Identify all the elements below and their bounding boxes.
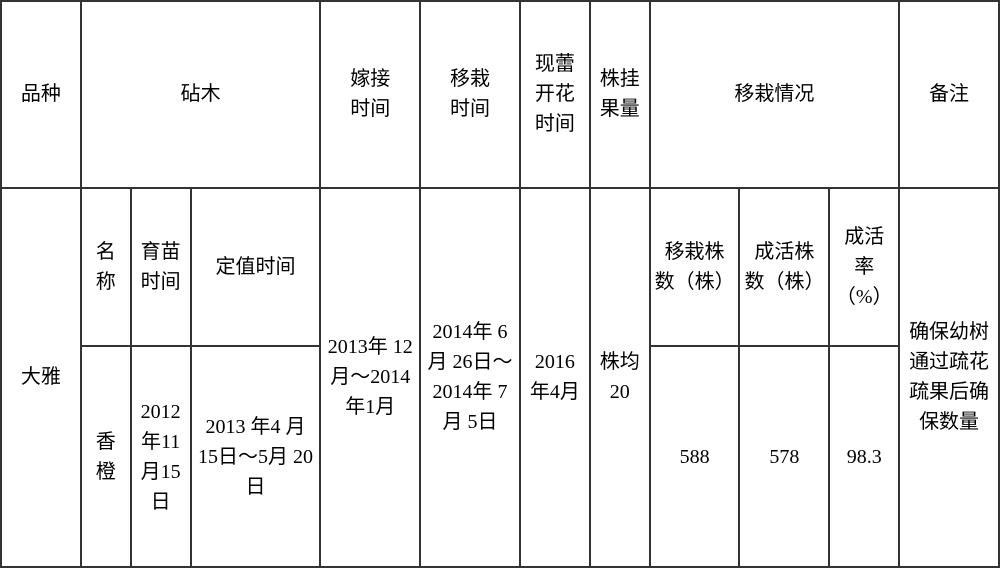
cell-rootstock-name: 香橙 — [81, 346, 131, 567]
header-bloom-time: 现蕾开花时间 — [520, 1, 590, 188]
subheader-nursery-time: 育苗时间 — [131, 188, 191, 346]
data-table: 品种 砧木 嫁接 时间 移栽 时间 现蕾开花时间 株挂果量 移栽情况 备注 大雅… — [0, 0, 1000, 568]
table-container: 品种 砧木 嫁接 时间 移栽 时间 现蕾开花时间 株挂果量 移栽情况 备注 大雅… — [0, 0, 1000, 568]
subheader-name: 名称 — [81, 188, 131, 346]
cell-fruit-per-plant: 株均20 — [590, 188, 650, 567]
header-transplant-condition: 移栽情况 — [650, 1, 899, 188]
cell-graft-time: 2013年 12月～2014年1月 — [320, 188, 420, 567]
cell-bloom-time: 2016 年4月 — [520, 188, 590, 567]
cell-planting-time: 2013 年4 月 15日～5月 20日 — [191, 346, 321, 567]
header-graft-time: 嫁接 时间 — [320, 1, 420, 188]
cell-remark: 确保幼树通过疏花疏果后确保数量 — [899, 188, 999, 567]
header-remark: 备注 — [899, 1, 999, 188]
cell-survive-rate: 98.3 — [829, 346, 899, 567]
cell-variety: 大雅 — [1, 188, 81, 567]
subheader-planting-time: 定值时间 — [191, 188, 321, 346]
cell-nursery-time: 2012 年11 月15 日 — [131, 346, 191, 567]
header-fruit-per-plant: 株挂果量 — [590, 1, 650, 188]
subheader-transplant-count: 移栽株数（株） — [650, 188, 740, 346]
header-rootstock: 砧木 — [81, 1, 321, 188]
header-row: 品种 砧木 嫁接 时间 移栽 时间 现蕾开花时间 株挂果量 移栽情况 备注 — [1, 1, 999, 188]
header-transplant-time: 移栽 时间 — [420, 1, 520, 188]
cell-transplant-count: 588 — [650, 346, 740, 567]
cell-survive-count: 578 — [739, 346, 829, 567]
subheader-survive-count: 成活株数（株） — [739, 188, 829, 346]
cell-transplant-time: 2014年 6月 26日～2014年 7月 5日 — [420, 188, 520, 567]
subheader-row: 大雅 名称 育苗时间 定值时间 2013年 12月～2014年1月 2014年 … — [1, 188, 999, 346]
subheader-survive-rate: 成活率（%） — [829, 188, 899, 346]
header-variety: 品种 — [1, 1, 81, 188]
